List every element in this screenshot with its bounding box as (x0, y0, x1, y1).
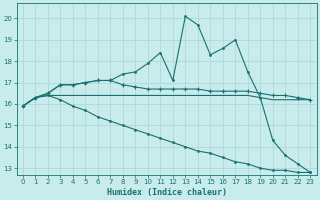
X-axis label: Humidex (Indice chaleur): Humidex (Indice chaleur) (107, 188, 227, 197)
